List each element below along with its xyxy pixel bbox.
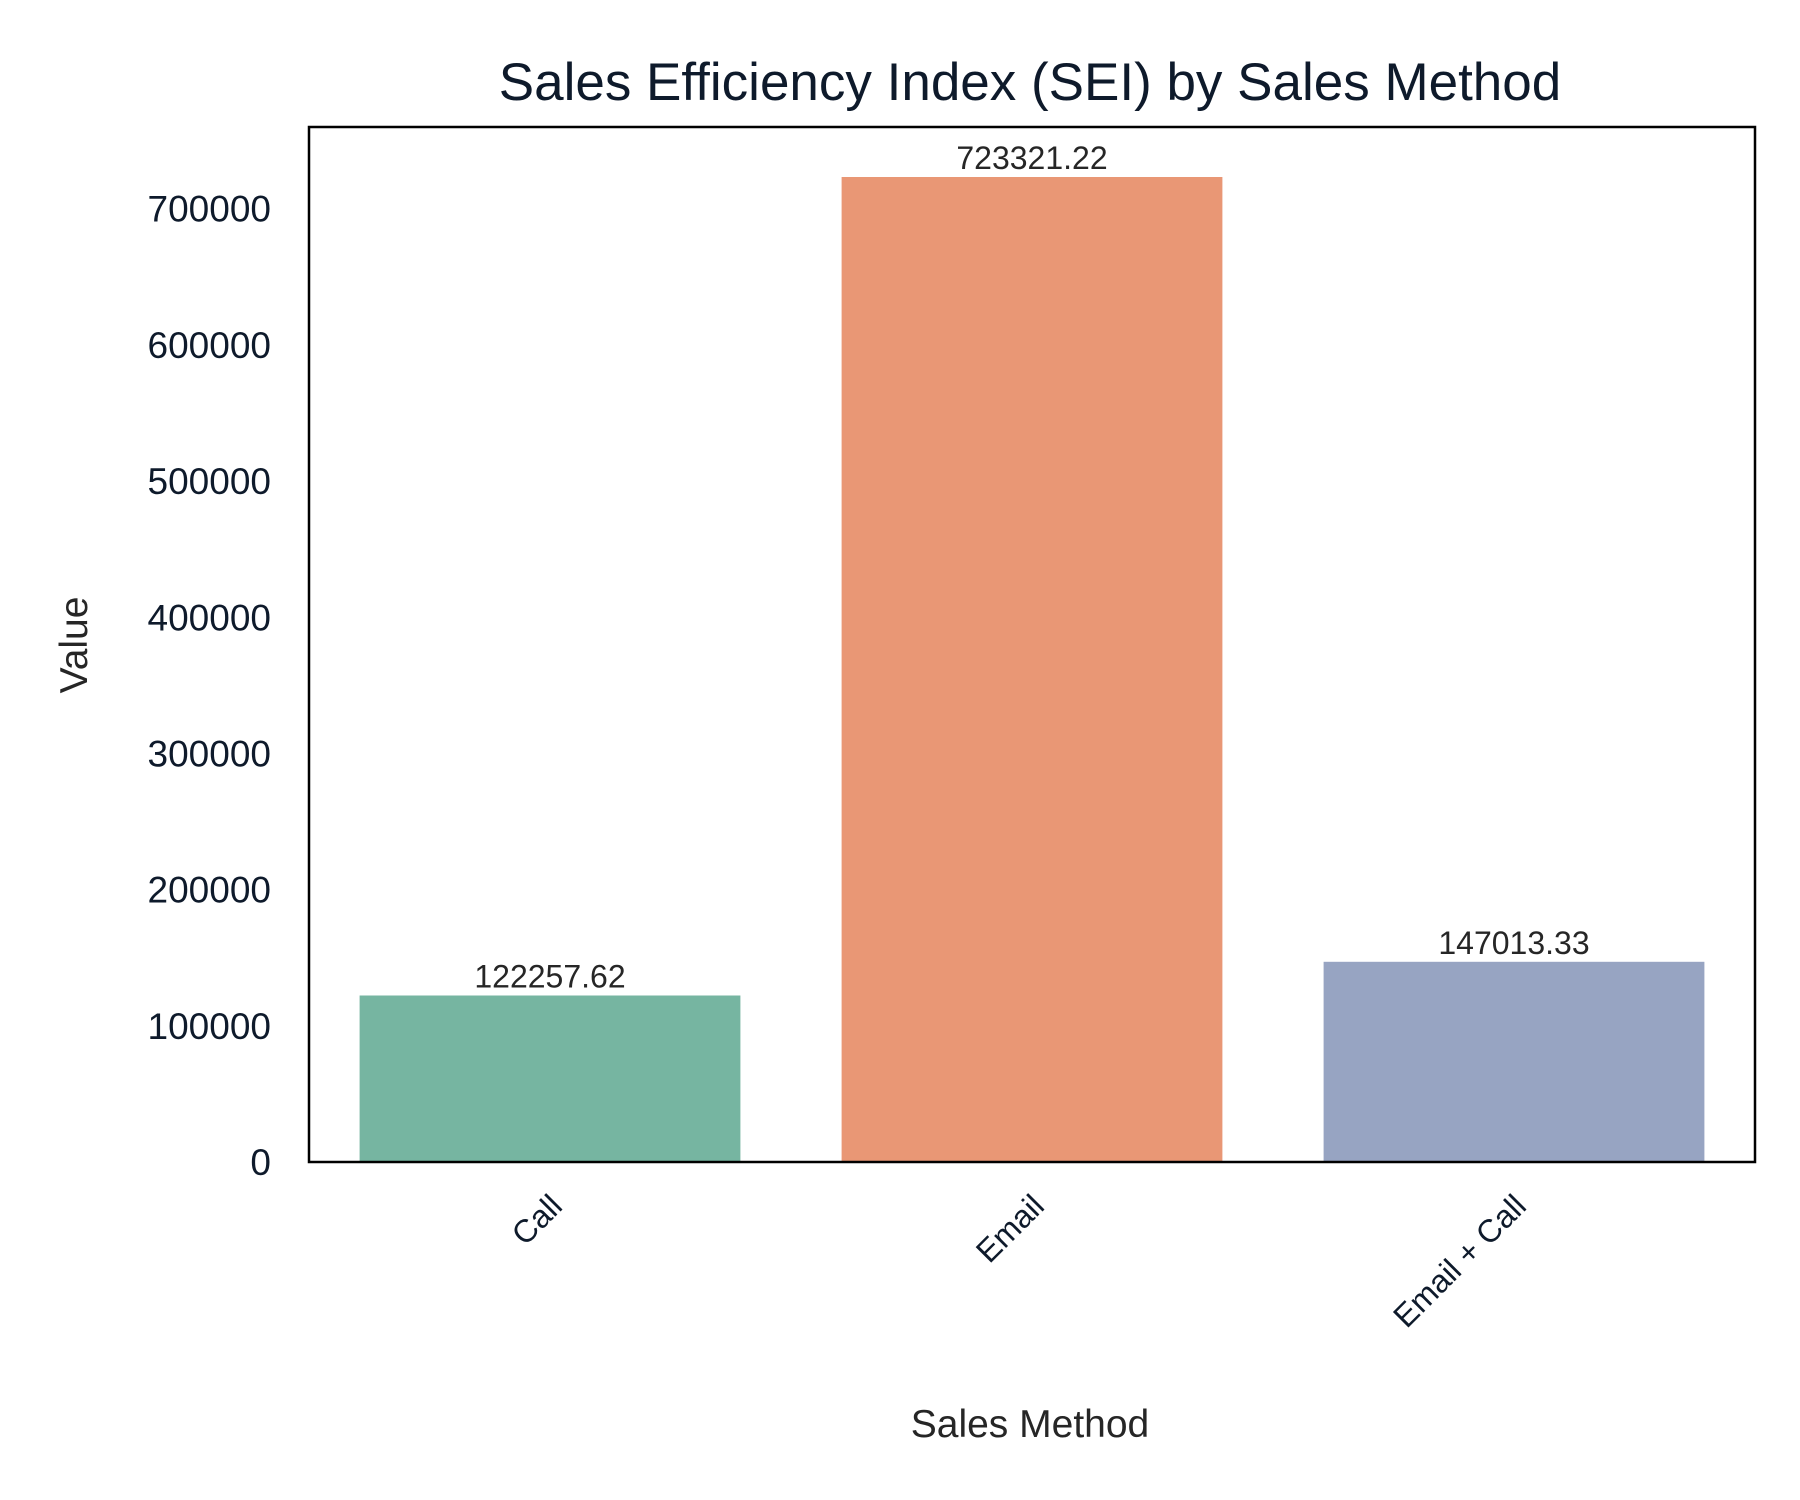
plot-frame: [307, 125, 1757, 1164]
bar-value-label: 147013.33: [1438, 925, 1589, 961]
bar-email: [841, 177, 1223, 1162]
y-tick-label: 600000: [148, 325, 271, 366]
bar-value-label: 122257.62: [474, 959, 625, 995]
y-tick-label: 700000: [148, 189, 271, 230]
y-tick-label: 100000: [148, 1006, 271, 1047]
y-tick-label: 400000: [148, 597, 271, 638]
y-tick-label: 300000: [148, 733, 271, 774]
x-axis-label: Sales Method: [911, 1403, 1149, 1446]
chart-title: Sales Efficiency Index (SEI) by Sales Me…: [499, 53, 1561, 112]
y-axis-label: Value: [53, 597, 96, 694]
bar-call: [359, 995, 741, 1162]
plot-area: 122257.62 723321.22 147013.33: [359, 140, 1705, 1162]
y-axis-ticks: 0 100000 200000 300000 400000 500000 600000 700…: [148, 189, 271, 1183]
y-tick-label: 200000: [148, 870, 271, 911]
y-tick-label: 0: [250, 1142, 271, 1183]
bar-value-label: 723321.22: [956, 140, 1107, 176]
y-tick-label: 500000: [148, 461, 271, 502]
bar-email-call: [1323, 961, 1705, 1162]
